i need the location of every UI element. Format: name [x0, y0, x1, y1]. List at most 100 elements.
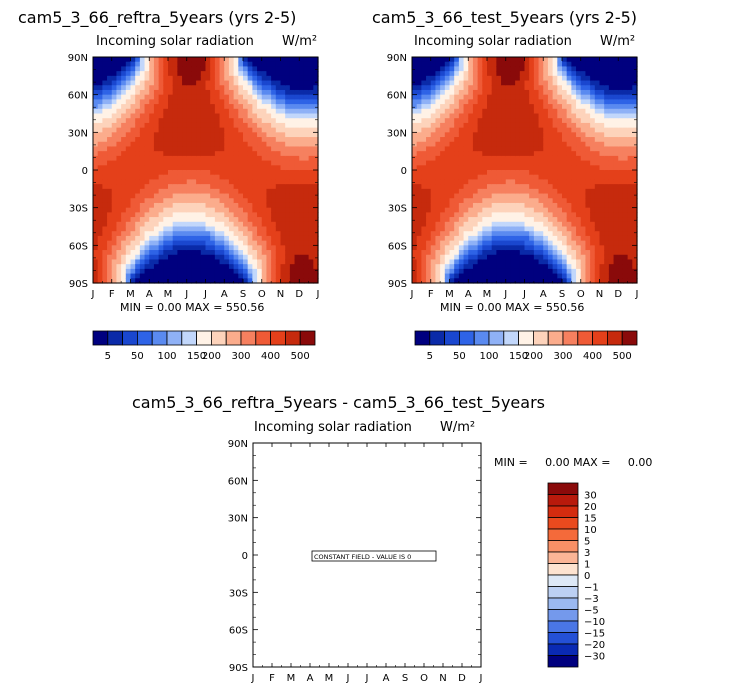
panel2-cell: [440, 226, 446, 232]
panel2-cell: [458, 278, 465, 284]
panel2-cell: [622, 155, 629, 162]
panel1-cell: [107, 89, 113, 96]
panel1-cell: [214, 250, 221, 256]
panel2-cell: [496, 179, 502, 185]
panel1-cell: [139, 104, 146, 110]
panel2-cell: [519, 184, 526, 190]
panel1-cell: [144, 273, 150, 279]
panel1-cell: [275, 151, 282, 157]
panel2-cell: [627, 80, 633, 86]
panel2-cell: [571, 113, 577, 119]
panel2-cell: [468, 179, 474, 185]
panel1-cell: [303, 202, 310, 209]
panel2-cell: [510, 108, 516, 115]
panel1-cell: [233, 118, 239, 124]
panel1-cell: [121, 155, 127, 162]
panel2-cell: [557, 226, 563, 232]
panel2-cell: [613, 118, 619, 124]
panel1-cell: [144, 118, 150, 124]
panel1-cell: [247, 259, 253, 265]
panel1-cell: [228, 273, 235, 279]
panel2-cell: [543, 155, 549, 162]
panel1-cell: [313, 61, 319, 68]
panel1-cell: [285, 240, 291, 246]
panel1-cell: [186, 188, 193, 195]
panel1-cell: [107, 212, 113, 218]
panel2-cell: [519, 127, 526, 133]
panel2-cell: [449, 71, 455, 77]
panel2-cell: [627, 75, 633, 82]
panel2-cell: [477, 94, 483, 100]
panel2-cell: [599, 57, 605, 63]
panel2-subtitle: Incoming solar radiation: [414, 34, 572, 49]
panel2-cell: [576, 151, 582, 157]
panel2-cell: [576, 75, 582, 82]
panel2-cell: [590, 66, 596, 72]
panel1-cell: [313, 160, 319, 166]
panel1-cell: [172, 118, 178, 124]
panel1-cell: [261, 198, 268, 204]
panel2-cell: [524, 151, 530, 157]
panel1-cell: [275, 61, 282, 68]
panel2-cell: [477, 221, 483, 228]
panel1-cell: [266, 94, 272, 100]
panel2-cell: [524, 141, 530, 148]
panel1-cell: [153, 170, 160, 176]
panel2-cell: [487, 146, 493, 152]
panel2-cell: [482, 202, 488, 209]
panel1-cell: [111, 207, 118, 213]
panel2-cell: [430, 66, 437, 72]
panel1-cell: [252, 207, 258, 213]
panel1-cell: [299, 132, 305, 138]
panel2-cell: [510, 160, 516, 166]
panel1-cell: [238, 198, 244, 204]
panel1-cell: [130, 57, 136, 63]
panel2-cell: [571, 240, 577, 246]
panel1-cell: [97, 212, 103, 218]
panel2-cell: [594, 207, 601, 213]
panel2-cell: [547, 127, 554, 133]
panel2-cell: [590, 235, 596, 242]
panel2-cell: [618, 57, 624, 63]
panel1-cell: [280, 264, 286, 270]
panel2-cell: [444, 184, 451, 190]
panel1-cell: [144, 104, 150, 110]
panel1-cell: [116, 85, 122, 91]
panel1-cell: [144, 99, 150, 105]
panel1-cell: [135, 155, 141, 162]
panel2-cell: [622, 104, 629, 110]
panel2-cell: [416, 184, 422, 190]
panel1-cell: [130, 207, 136, 213]
panel2-cell: [482, 75, 488, 82]
panel1-cell: [275, 118, 282, 124]
panel2-cell: [562, 151, 568, 157]
panel1-cell: [271, 221, 277, 228]
panel2-cell: [622, 226, 629, 232]
panel1-cell: [121, 268, 127, 275]
panel2-cell: [501, 245, 507, 251]
panel2-cell: [468, 66, 474, 72]
panel2-cell: [557, 113, 563, 119]
panel1-cell: [97, 118, 103, 124]
panel2-cell: [590, 141, 596, 148]
panel1-cell: [186, 61, 193, 68]
panel1-cell: [271, 254, 277, 261]
panel2-cell: [487, 264, 493, 270]
panel1-cell: [130, 278, 136, 284]
panel2-cell: [543, 193, 549, 199]
panel1-cell: [144, 132, 150, 138]
panel2-cell: [430, 155, 437, 162]
panel2-cell: [430, 75, 437, 82]
panel2-cell: [562, 179, 568, 185]
panel2-cell: [529, 221, 535, 228]
panel2-cell: [412, 202, 418, 209]
panel2-cell: [524, 94, 530, 100]
panel1-cell: [303, 235, 310, 242]
panel1-cell: [219, 240, 225, 246]
panel2-cell: [454, 273, 460, 279]
panel2-cell: [585, 165, 591, 171]
panel1-cell: [214, 273, 221, 279]
panel2-cell: [491, 99, 497, 105]
panel2-cell: [613, 188, 619, 195]
panel2-cell: [557, 221, 563, 228]
